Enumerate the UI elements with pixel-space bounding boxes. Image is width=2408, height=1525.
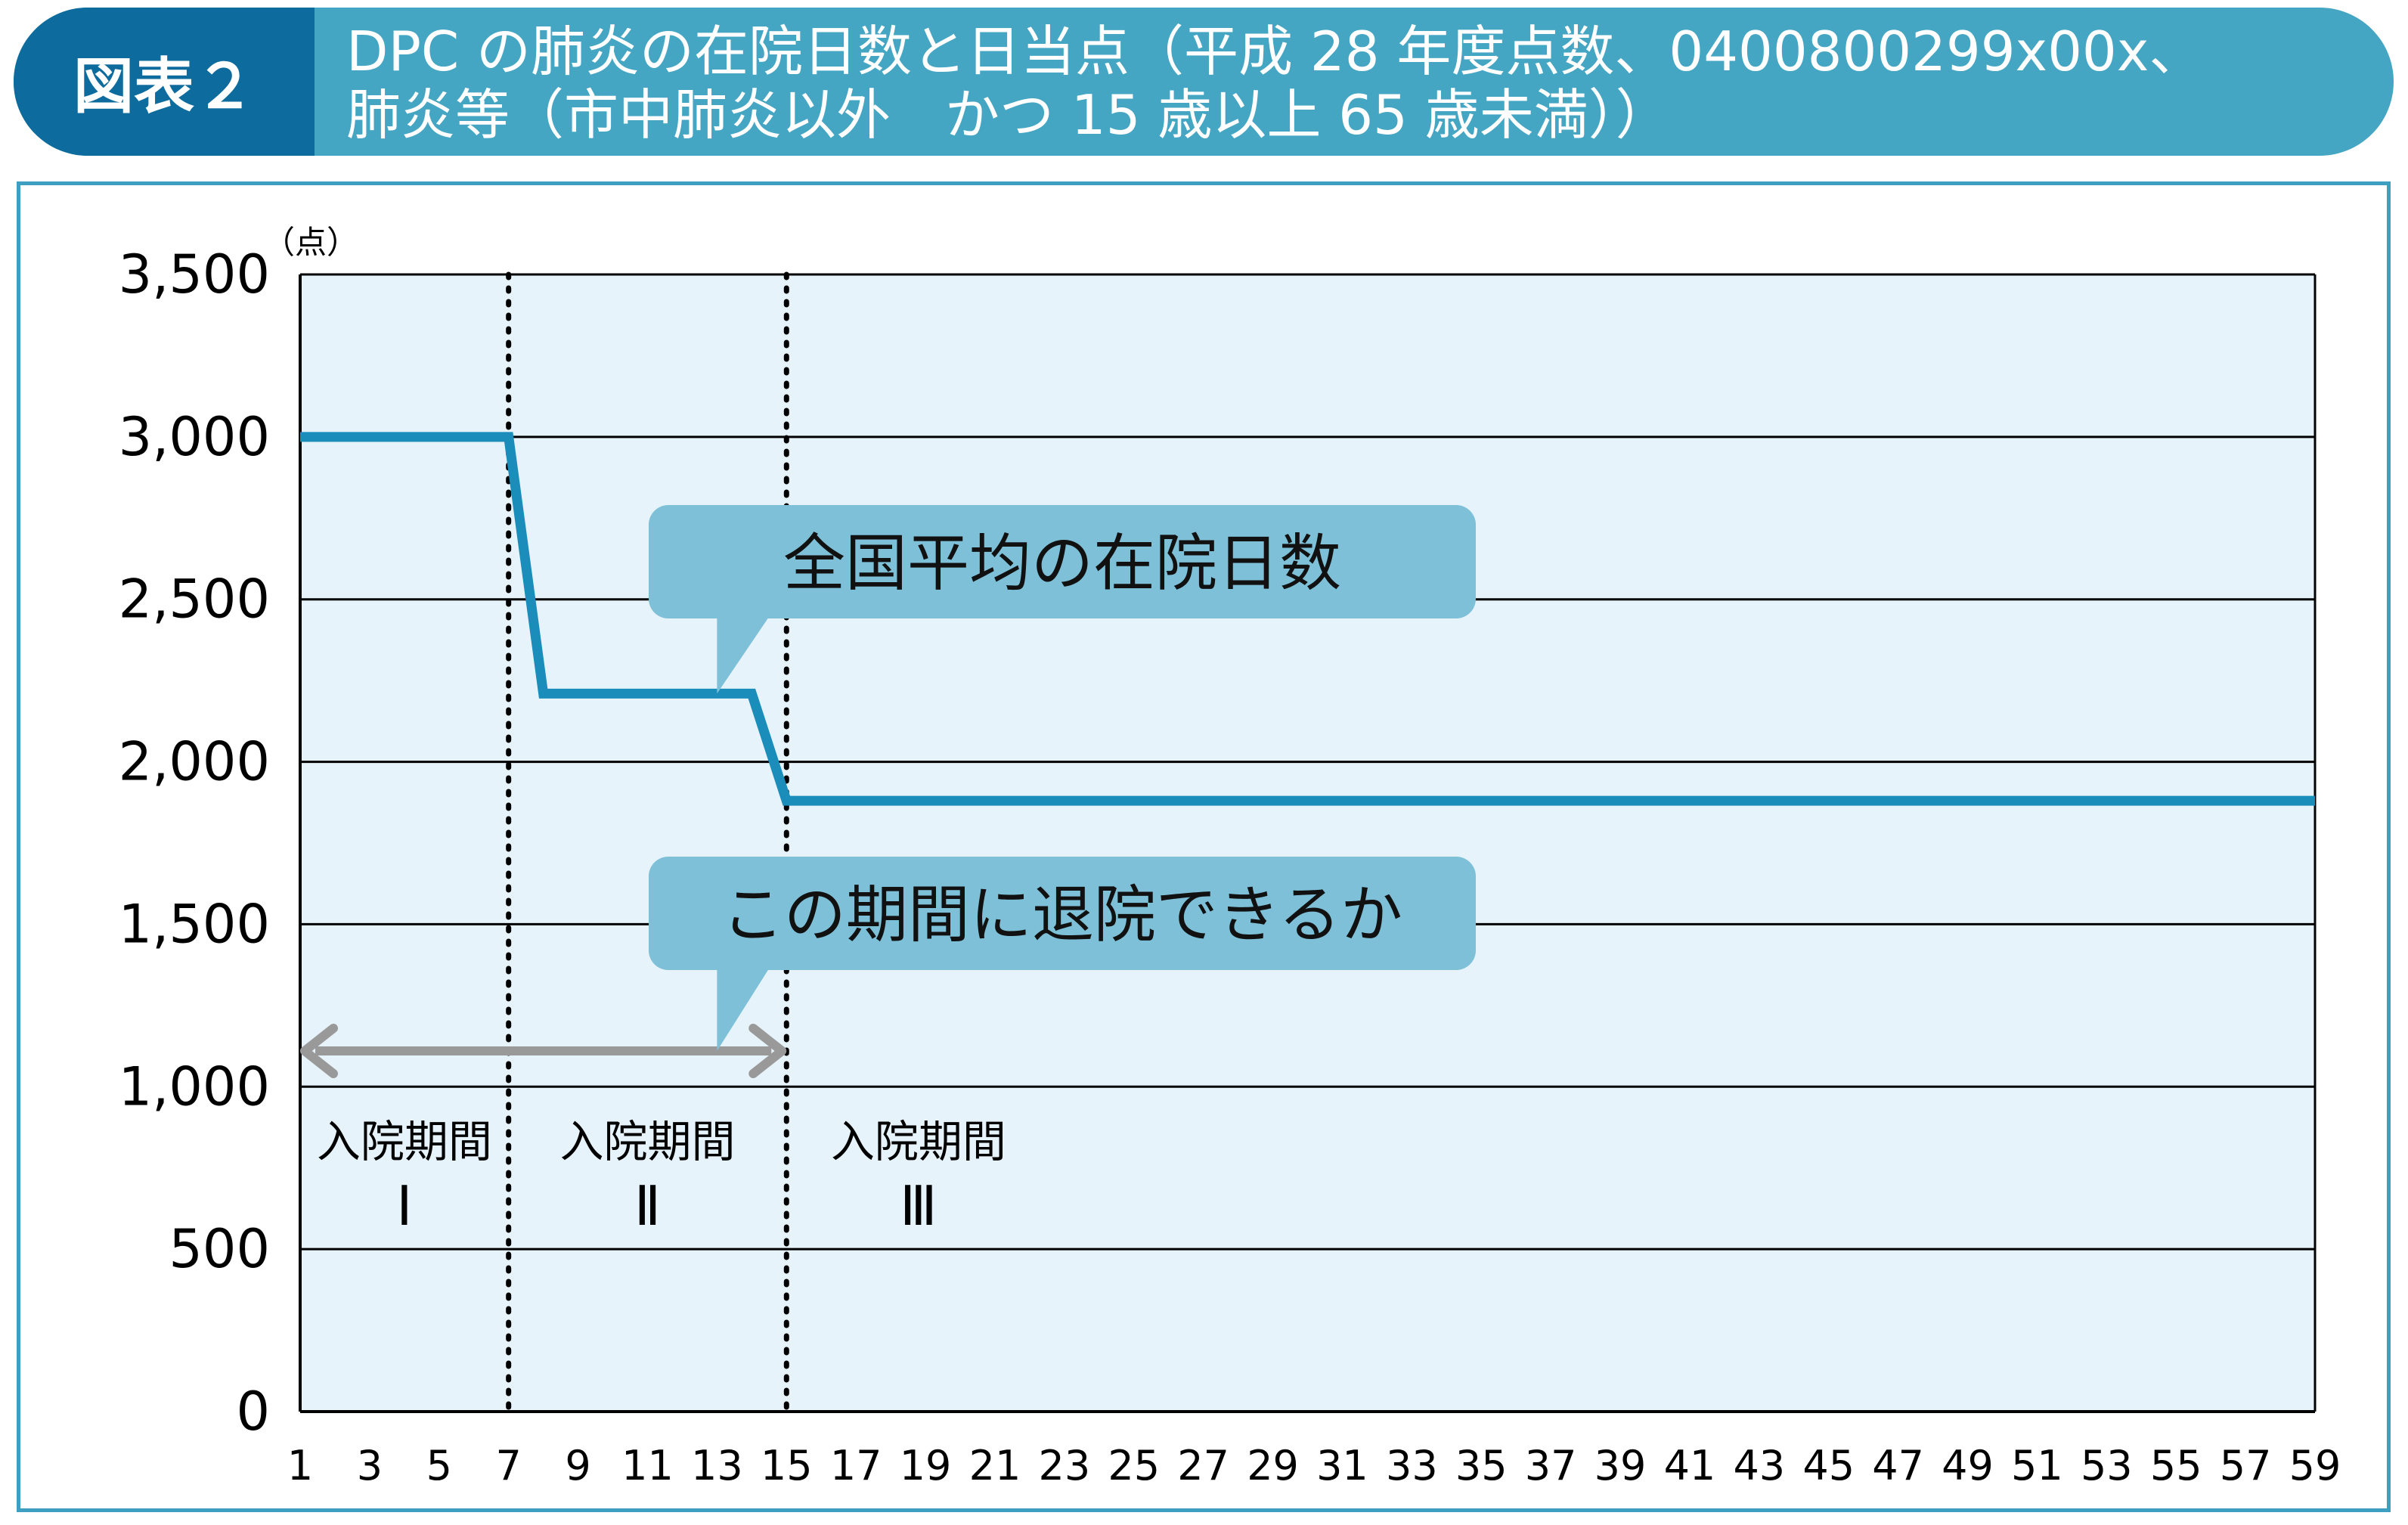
figure-title: DPC の肺炎の在院日数と日当点（平成 28 年度点数、0400800299x0… [346, 20, 2204, 147]
y-tick-label: 0 [236, 1381, 270, 1443]
x-tick-label: 21 [969, 1442, 1021, 1489]
x-tick-label: 31 [1316, 1442, 1368, 1489]
y-tick-label: 2,500 [119, 569, 270, 631]
x-tick-label: 41 [1664, 1442, 1716, 1489]
x-tick-label: 37 [1525, 1442, 1577, 1489]
y-tick-label: 2,000 [119, 731, 270, 793]
y-tick-label: 1,000 [119, 1055, 270, 1117]
figure-header: 図表２ DPC の肺炎の在院日数と日当点（平成 28 年度点数、04008002… [14, 8, 2394, 156]
range-arrow-head-left [300, 1024, 338, 1079]
plot-area [300, 274, 2315, 1412]
callout-box [649, 857, 1476, 970]
callout-pointer [717, 615, 770, 694]
y-tick-label: 3,500 [119, 243, 270, 305]
y-unit-label: （点） [263, 224, 358, 261]
x-tick-label: 9 [565, 1442, 590, 1489]
x-tick-label: 47 [1872, 1442, 1924, 1489]
callout-box [649, 505, 1476, 618]
x-tick-label: 5 [426, 1442, 452, 1489]
x-tick-label: 49 [1942, 1442, 1994, 1489]
x-tick-label: 59 [2289, 1442, 2341, 1489]
x-tick-label: 11 [621, 1442, 674, 1489]
x-tick-label: 15 [761, 1442, 813, 1489]
x-tick-label: 1 [287, 1442, 313, 1489]
x-tick-label: 27 [1177, 1442, 1229, 1489]
y-tick-label: 500 [169, 1218, 270, 1280]
x-tick-label: 33 [1386, 1442, 1438, 1489]
callout-text: この期間に退院できるか [722, 879, 1402, 951]
x-tick-label: 29 [1247, 1442, 1299, 1489]
period-label: 入院期間 [559, 1116, 735, 1167]
x-tick-label: 7 [496, 1442, 522, 1489]
x-tick-label: 25 [1108, 1442, 1160, 1489]
x-tick-label: 43 [1733, 1442, 1785, 1489]
callout-text: 全国平均の在院日数 [783, 528, 1341, 600]
x-tick-label: 23 [1039, 1442, 1091, 1489]
x-tick-label: 53 [2081, 1442, 2133, 1489]
period-numeral: Ⅰ [396, 1174, 412, 1238]
x-tick-label: 57 [2220, 1442, 2272, 1489]
period-label: 入院期間 [317, 1116, 492, 1167]
x-tick-label: 17 [830, 1442, 882, 1489]
range-arrow-head-right [748, 1024, 787, 1079]
x-tick-label: 35 [1455, 1442, 1508, 1489]
period-numeral: Ⅱ [634, 1174, 661, 1238]
x-tick-label: 39 [1594, 1442, 1647, 1489]
period-label: 入院期間 [831, 1116, 1006, 1167]
y-tick-label: 3,000 [119, 406, 270, 468]
x-tick-label: 51 [2011, 1442, 2063, 1489]
chart-frame [17, 181, 2391, 1512]
x-tick-label: 13 [691, 1442, 743, 1489]
callout-pointer [717, 967, 770, 1052]
series-line [300, 432, 2315, 806]
x-tick-label: 45 [1802, 1442, 1855, 1489]
figure-label: 図表２ [14, 8, 315, 156]
period-numeral: Ⅲ [900, 1174, 937, 1238]
x-tick-label: 19 [900, 1442, 952, 1489]
x-tick-label: 3 [357, 1442, 383, 1489]
x-tick-label: 55 [2150, 1442, 2202, 1489]
y-tick-label: 1,500 [119, 893, 270, 955]
